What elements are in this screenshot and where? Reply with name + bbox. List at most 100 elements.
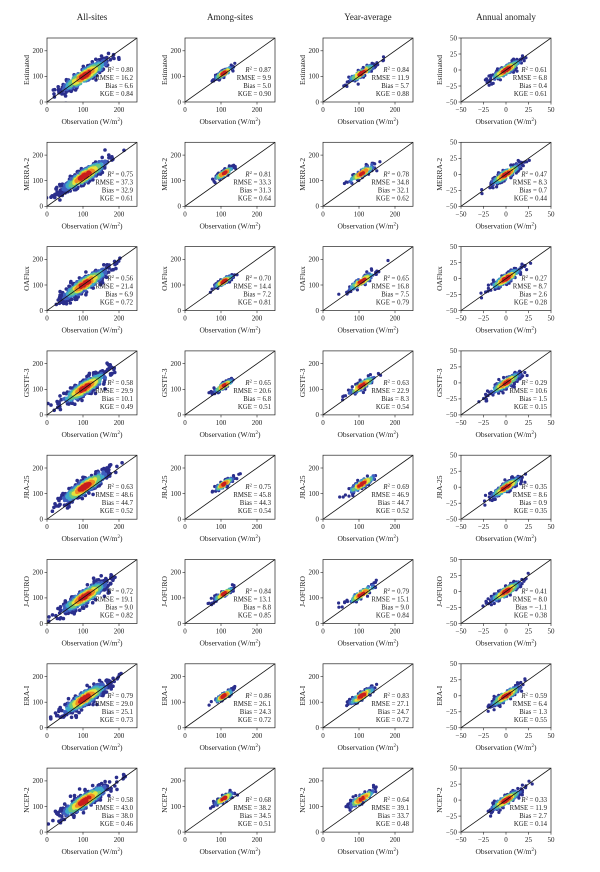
y-tick-label: 50 [450,452,458,460]
y-axis-label: MERRA-2 [298,158,307,191]
y-tick-label: 100 [309,490,320,498]
data-point [102,263,106,267]
data-point [350,385,354,389]
data-point [373,162,377,166]
one-to-one-line [47,350,137,415]
stat-bias: Bias = 0.7 [519,187,547,194]
y-tick-label: 200 [33,360,44,368]
x-tick-label: 50 [548,419,556,427]
x-tick-label: 200 [390,419,401,427]
stat-rmse: RMSE = 34.8 [371,179,409,186]
x-tick-label: 200 [390,523,401,531]
y-tick-label: 0 [316,98,320,106]
y-tick-label: 200 [171,151,182,159]
stat-bias: Bias = 10.1 [102,396,133,403]
stat-bias: Bias = 5.7 [381,83,409,90]
data-point [47,401,50,406]
y-tick-label: 100 [171,386,182,394]
stat-kge: KGE = 0.79 [376,300,410,307]
x-tick-label: 0 [321,419,325,427]
stat-r2: R2 = 0.47 [520,170,547,179]
x-tick-label: 100 [216,210,227,218]
data-point [108,372,113,376]
one-to-one-line [323,246,413,311]
x-tick-label: −50 [456,106,467,114]
data-point [480,188,484,192]
stat-kge: KGE = 0.49 [100,404,134,411]
stat-rmse: RMSE = 11.9 [372,75,410,82]
x-tick-label: 200 [252,523,263,531]
one-to-one-line [461,142,551,207]
x-tick-label: 0 [45,210,49,218]
x-axis-label: Observation (W/m2) [199,534,261,543]
data-point [345,180,349,184]
stat-rmse: RMSE = 8.6 [513,492,548,499]
stat-rmse: RMSE = 45.8 [233,492,271,499]
data-point [50,509,55,513]
y-tick-label: 100 [33,177,44,185]
y-tick-label: 0 [178,203,182,211]
panel-frame [46,37,138,103]
stat-kge: KGE = 0.62 [376,195,410,202]
y-tick-label: 200 [33,47,44,55]
data-point [491,497,495,501]
y-axis-label: GSSTF-3 [435,368,444,397]
data-point [491,81,495,85]
one-to-one-line [185,350,275,415]
y-tick-label: 100 [309,281,320,289]
x-tick-label: 200 [252,210,263,218]
data-point [520,54,525,58]
stat-r2: R2 = 0.58 [106,378,133,387]
data-point [85,374,89,379]
data-point [337,292,341,296]
x-tick-label: 0 [504,106,508,114]
data-point [58,405,62,409]
stat-kge: KGE = 0.51 [238,404,271,411]
scatter-points [211,163,237,185]
data-point [487,83,491,87]
y-tick-label: 25 [450,259,458,267]
data-point [338,495,342,499]
x-tick-label: 100 [216,106,227,114]
x-tick-label: −25 [478,210,489,218]
x-tick-label: 0 [504,523,508,531]
y-tick-label: −50 [446,98,457,106]
data-point [91,178,95,182]
stat-rmse: RMSE = 16.8 [371,284,409,291]
x-tick-label: −50 [456,210,467,218]
panel-frame [322,37,414,103]
data-point [361,390,365,395]
y-tick-label: −25 [446,291,457,299]
column-title-2: Year-average [344,12,391,22]
y-tick-label: 200 [309,360,320,368]
x-tick-label: 50 [548,210,556,218]
panel-frame [46,350,138,416]
stat-rmse: RMSE = 16.2 [95,75,133,82]
x-axis-label: Observation (W/m2) [61,326,123,335]
data-point [209,389,213,394]
x-axis-label: Observation (W/m2) [337,430,399,439]
x-tick-label: 0 [321,315,325,323]
panel-frame [184,350,276,416]
x-axis-label: Observation (W/m2) [61,430,123,439]
data-point [68,301,73,305]
y-tick-label: 0 [178,411,182,419]
y-axis-label: OAFlux [298,266,307,291]
stat-rmse: RMSE = 9.9 [237,75,272,82]
data-point [210,287,214,291]
x-tick-label: 25 [525,106,533,114]
y-tick-label: 50 [450,347,458,355]
x-tick-label: 100 [216,315,227,323]
stat-bias: Bias = 32.9 [102,187,134,194]
data-point [495,185,499,189]
data-point [490,185,494,189]
data-point [489,77,493,81]
x-tick-label: 200 [114,419,125,427]
x-tick-label: 100 [78,315,89,323]
data-point [102,160,107,165]
y-tick-label: 25 [450,468,458,476]
